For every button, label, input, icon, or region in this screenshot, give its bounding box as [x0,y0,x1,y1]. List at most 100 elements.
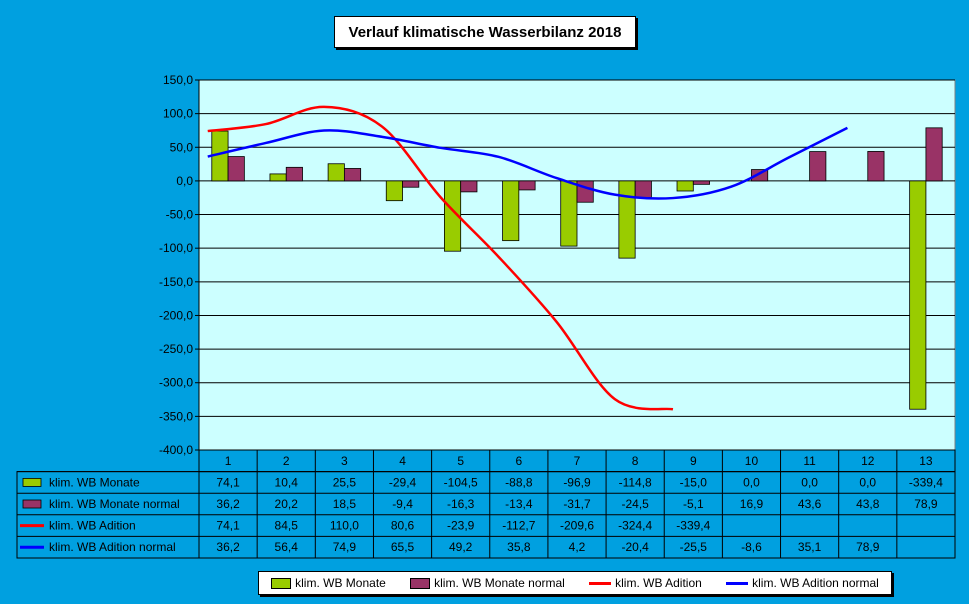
legend-label-monate-normal: klim. WB Monate normal [434,576,565,590]
table-row-name: klim. WB Monate [49,475,140,489]
legend-entry-adition-normal: klim. WB Adition normal [726,576,879,590]
bar [560,180,578,247]
series-line [207,105,674,411]
x-tick-label: 5 [457,454,464,468]
bar [692,180,710,185]
y-tick-label: 100,0 [163,107,193,121]
data-label: 0,0 [743,475,760,489]
chart-title-text: Verlauf klimatische Wasserbilanz 2018 [348,23,622,41]
table-row-name: klim. WB Adition normal [49,540,176,554]
bar [867,151,885,182]
x-tick-label: 12 [861,454,875,468]
data-label: -15,0 [680,475,708,489]
bar [634,180,652,198]
bar [385,180,403,202]
bar [444,180,462,252]
data-label: -13,4 [505,497,533,511]
data-label: 4,2 [569,540,586,554]
data-label: 16,9 [740,497,764,511]
y-tick-label: -100,0 [159,241,193,255]
y-tick-label: -400,0 [159,443,193,457]
data-label: 78,9 [856,540,880,554]
data-label: -20,4 [621,540,649,554]
y-tick-label: -150,0 [159,275,193,289]
data-label: 25,5 [333,475,357,489]
data-label: 35,8 [507,540,531,554]
x-tick-label: 9 [690,454,697,468]
bar [925,127,943,182]
data-label: -112,7 [502,519,535,533]
bar [460,180,478,193]
legend-label-monate: klim. WB Monate [295,576,386,590]
y-tick-label: -300,0 [159,376,193,390]
legend: klim. WB Monate klim. WB Monate normal k… [258,571,892,595]
y-tick-label: -50,0 [166,208,194,222]
plot-area: 150,0 100,0 50,0 0,0 -50,0 -100,0 -150,0 -200,0… [159,73,956,457]
y-tick-label: 0,0 [176,174,193,188]
x-tick-label: 7 [574,454,581,468]
data-label: -96,9 [563,475,591,489]
data-label: -5,1 [683,497,704,511]
bar [285,166,303,182]
table-row-swatch [22,477,42,487]
x-tick-label: 1 [225,454,232,468]
table-row-name: klim. WB Adition [49,519,136,533]
data-label: 0,0 [801,475,818,489]
data-label: -114,8 [619,475,652,489]
data-label: 18,5 [333,497,357,511]
data-label: -88,8 [505,475,533,489]
data-label: 36,2 [216,497,240,511]
y-tick-label: 50,0 [170,140,194,154]
legend-swatch-adition [589,581,612,585]
bar [576,180,594,203]
legend-label-adition-normal: klim. WB Adition normal [752,576,879,590]
bar [909,180,927,410]
bar [809,151,827,182]
y-tick-label: 150,0 [163,73,193,87]
x-tick-label: 11 [803,454,816,468]
data-label: -24,5 [621,497,649,511]
bar [269,173,287,182]
legend-entry-monate: klim. WB Monate [271,576,386,590]
data-label: -25,5 [680,540,708,554]
data-label: 80,6 [391,519,415,533]
data-label: 35,1 [798,540,822,554]
data-label: -209,6 [560,519,594,533]
x-tick-label: 3 [341,454,348,468]
bar [676,180,694,192]
y-tick-label: -200,0 [159,308,193,322]
data-label: -31,7 [563,497,591,511]
data-label: 56,4 [275,540,299,554]
x-tick-label: 13 [919,454,933,468]
data-label: -104,5 [444,475,478,489]
x-tick-label: 8 [632,454,639,468]
bar [227,156,245,182]
y-tick-label: -250,0 [159,342,193,356]
data-label: 78,9 [914,497,938,511]
y-tick-label: -350,0 [159,409,193,423]
data-label: -29,4 [389,475,417,489]
data-label: -9,4 [392,497,413,511]
data-label: 43,6 [798,497,822,511]
data-label: -16,3 [447,497,475,511]
data-label: 74,9 [333,540,357,554]
data-label: 74,1 [216,475,240,489]
data-label: 20,2 [275,497,299,511]
x-tick-label: 10 [745,454,759,468]
x-tick-label: 2 [283,454,290,468]
data-label: 65,5 [391,540,415,554]
x-tick-label: 6 [516,454,523,468]
bar [327,163,345,182]
data-label: 49,2 [449,540,473,554]
bar [518,180,536,191]
table-row-name: klim. WB Monate normal [49,497,180,511]
table-row-swatch [22,499,42,509]
data-label: 0,0 [859,475,876,489]
data-label: 10,4 [275,475,299,489]
legend-swatch-monate [271,577,292,589]
series-line [207,126,848,200]
data-label: 84,5 [275,519,299,533]
data-label: 74,1 [216,519,240,533]
